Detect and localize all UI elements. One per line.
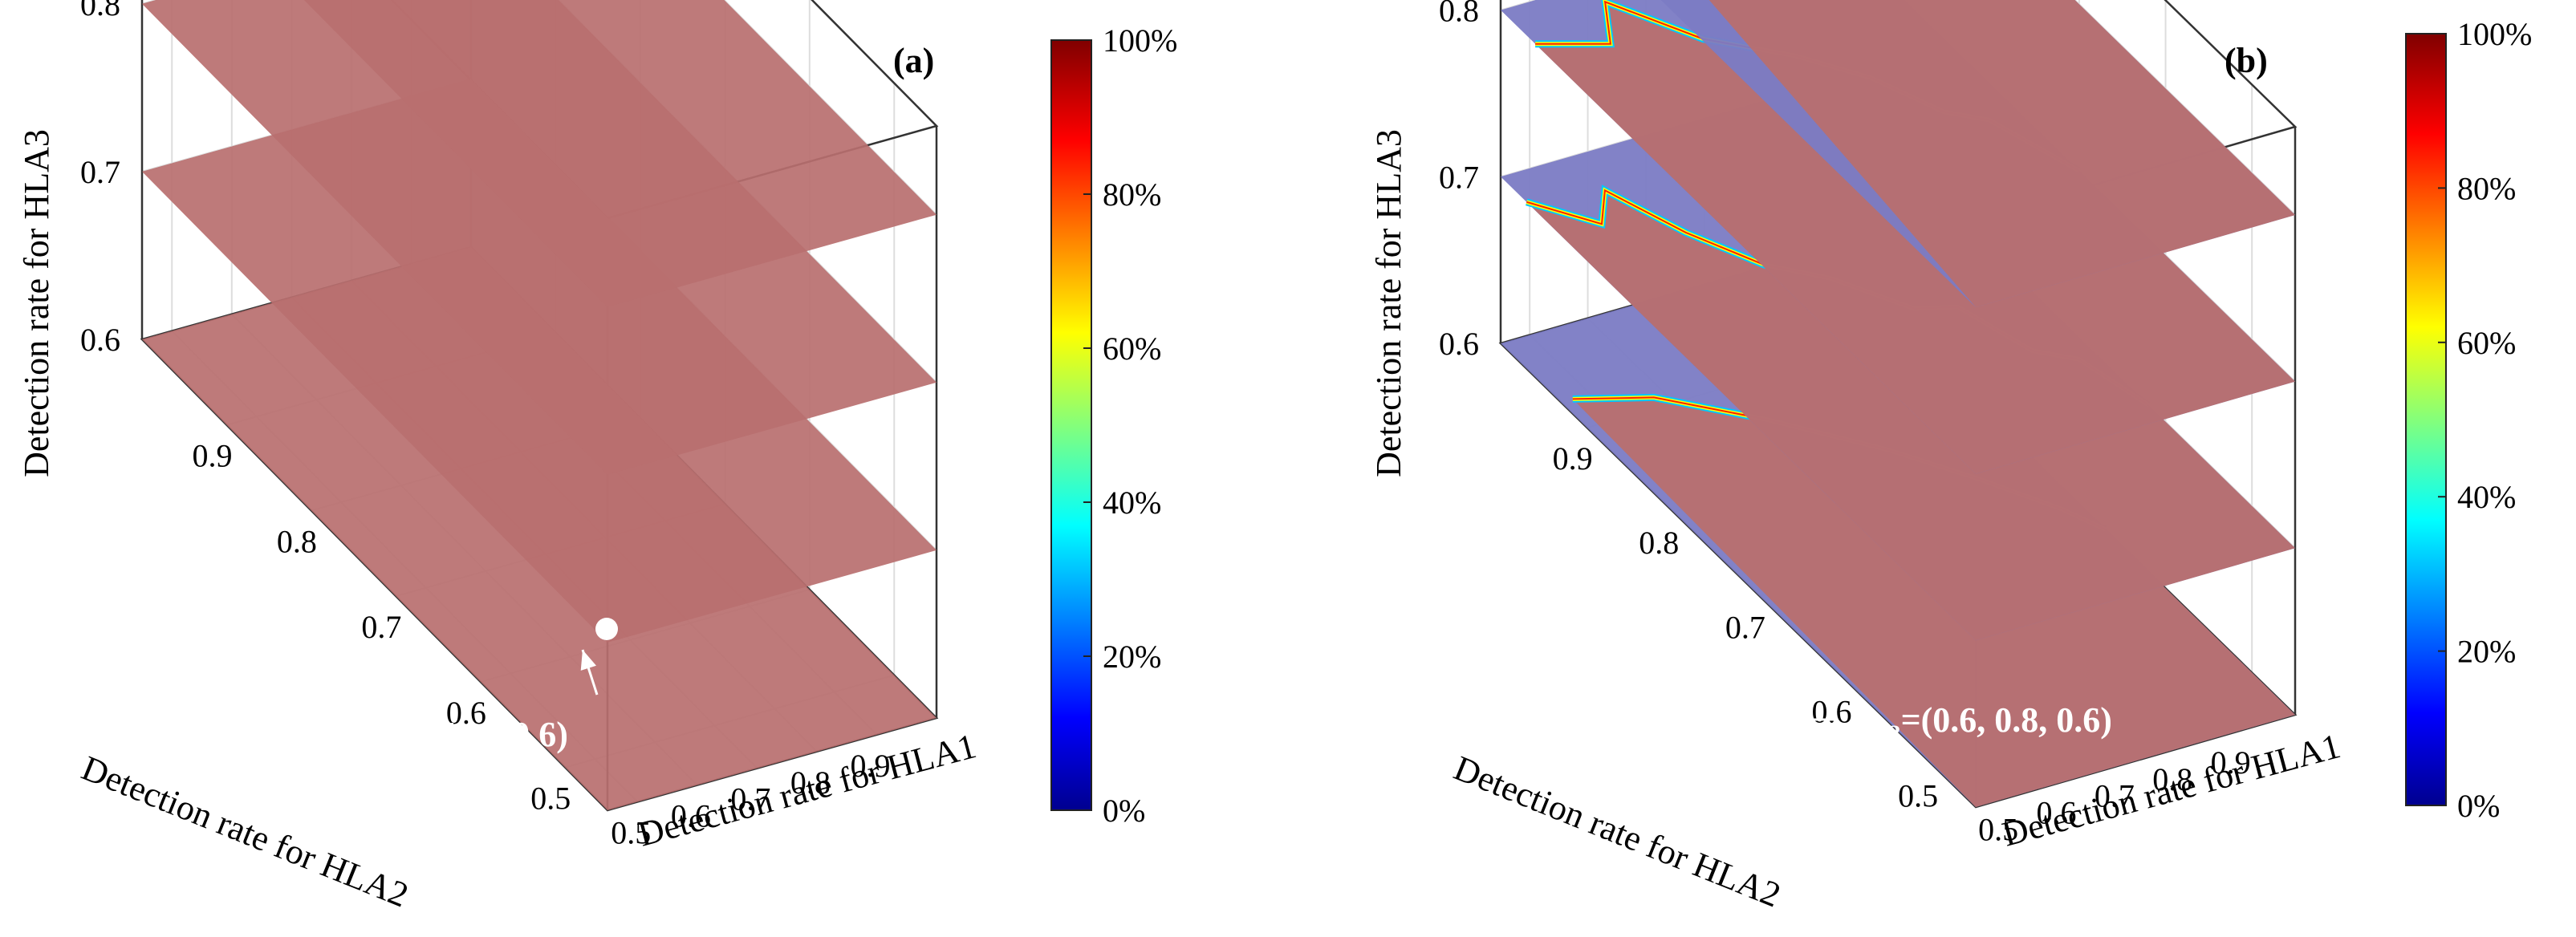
y-tick-label: 0.7 [1725,609,1765,645]
colorbar-tick-label: 40% [1103,485,1161,521]
y-tick-label: 0.7 [361,609,401,645]
annotation-label: Pd2=(1, 1, 0.6) [363,715,568,761]
z-tick-label: 0.7 [80,154,120,190]
colorbar-tick-label: 100% [1103,22,1177,59]
colorbar-tick-label: 0% [1103,793,1145,829]
x-tick-label: 0.7 [2095,778,2135,814]
y-tick-label: 0.6 [446,695,486,731]
colorbar-tick-label: 100% [2457,16,2532,52]
colorbar-tick-label: 80% [1103,176,1161,213]
slice-high-region [1572,397,2295,807]
panel-a: 0.90.80.70.60.50.60.70.80.90.90.80.70.60… [17,0,981,915]
x-tick-label: 0.6 [671,798,711,834]
colorbar-tick-label: 80% [2457,170,2516,206]
annotation-point [1717,708,1739,731]
z-tick-label: 0.6 [1439,326,1479,362]
z-gridline [723,0,937,216]
colorbar-tick-label: 20% [1103,639,1161,675]
x-tick-label: 0.8 [790,765,831,801]
y-tick-label: 0.8 [1639,525,1679,561]
panel-b: 0.90.80.70.60.50.60.70.80.90.90.80.70.60… [1369,0,2345,915]
y-axis-label: Detection rate for HLA2 [1448,748,1786,915]
slice-high-region [1709,0,2295,307]
annotation-arrowhead [580,650,596,671]
y-tick-label: 0.6 [1812,693,1852,729]
colorbar-tick-label: 60% [1103,331,1161,367]
colorbar-a: 0% 20% 40% 60% 80% 100% [1050,22,1177,829]
colorbar-gradient [2405,33,2447,806]
y-tick-label: 0.5 [1898,777,1938,813]
z-tick-label: 0.8 [1439,0,1479,29]
y-tick-label: 0.8 [277,523,317,559]
x-tick-label: 0.8 [2152,761,2192,797]
colorbar-tick-label: 60% [2457,325,2516,361]
colorbar-tick-label: 0% [2457,788,2500,824]
y-tick-label: 0.9 [192,438,232,474]
x-tick-label: 0.6 [2037,795,2077,831]
z-tick-label: 0.7 [1439,159,1479,195]
colorbar-gradient [1050,39,1092,811]
slice-surface [303,0,937,307]
x-tick-label: 0.9 [2211,744,2251,781]
z-axis-label: Detection rate for HLA3 [17,129,56,477]
y-tick-label: 0.5 [530,781,571,817]
z-axis-label: Detection rate for HLA3 [1369,129,1408,477]
x-tick-label: 0.9 [850,748,890,784]
panel-label: (b) [2225,41,2268,80]
panel-label: (a) [893,41,934,80]
colorbar-tick-label: 40% [2457,479,2516,515]
annotation-label: Pd3=(0.6, 0.8, 0.6) [1854,700,2112,747]
x-tick-label: 0.5 [1978,812,2018,848]
y-tick-label: 0.9 [1553,440,1593,477]
slice-high-region [1526,190,2295,641]
x-tick-label: 0.5 [611,815,651,851]
z-tick-label: 0.8 [80,0,120,22]
slice-plane [1660,0,2295,307]
z-tick-label: 0.6 [80,322,120,358]
slice-plane [303,0,937,307]
annotation-point [595,618,618,640]
colorbar-b: 0% 20% 40% 60% 80% 100% [2405,16,2532,824]
y-axis-label: Detection rate for HLA2 [76,748,413,915]
x-tick-label: 0.7 [730,781,770,817]
colorbar-tick-label: 20% [2457,634,2516,670]
annotation-arrowhead [1753,711,1772,728]
